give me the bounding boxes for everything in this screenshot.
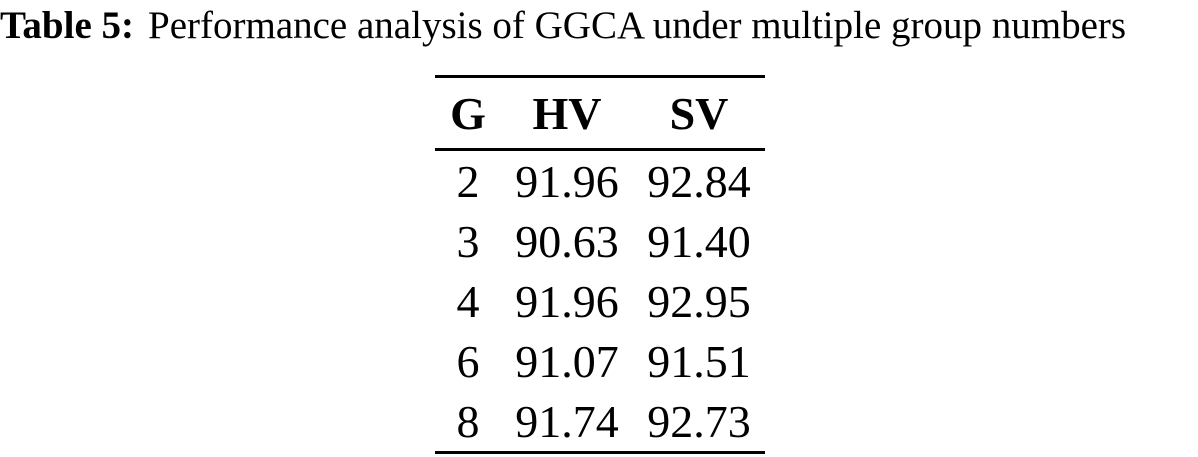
cell-sv: 91.40 [647,215,751,267]
cell-hv: 91.96 [515,275,619,327]
cell-g: 2 [456,155,480,207]
table-caption: Table 5: Performance analysis of GGCA und… [0,0,1198,52]
cell-hv: 90.63 [515,215,619,267]
table-row: 8 91.74 92.73 [435,391,765,453]
table-container: G HV SV 2 91.96 92.84 3 90.63 91.40 4 [435,75,765,454]
cell-hv: 91.74 [515,395,619,447]
performance-table: G HV SV 2 91.96 92.84 3 90.63 91.40 4 [435,75,765,454]
table-row: 6 91.07 91.51 [435,331,765,391]
table-row: 4 91.96 92.95 [435,271,765,331]
cell-g: 6 [456,335,480,387]
cell-g: 8 [456,395,480,447]
cell-g: 4 [456,275,480,327]
cell-sv: 92.84 [647,155,751,207]
column-header-hv: HV [501,76,633,151]
cell-sv: 91.51 [647,335,751,387]
table-row: 2 91.96 92.84 [435,150,765,212]
table-caption-label: Table 5: [0,4,135,47]
column-header-g: G [435,76,501,151]
cell-g: 3 [456,215,480,267]
table-header-row: G HV SV [435,76,765,151]
cell-sv: 92.95 [647,275,751,327]
cell-hv: 91.07 [515,335,619,387]
table-row: 3 90.63 91.40 [435,211,765,271]
column-header-sv: SV [633,76,765,151]
cell-sv: 92.73 [647,395,751,447]
cell-hv: 91.96 [515,155,619,207]
table-caption-text: Performance analysis of GGCA under multi… [148,4,1127,47]
